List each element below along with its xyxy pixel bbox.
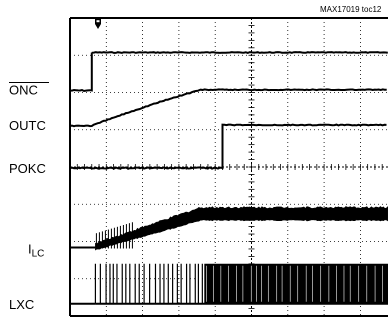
trigger-marker-icon xyxy=(95,19,101,29)
channel-label-pokc: POKC xyxy=(9,161,46,176)
scope-traces xyxy=(69,51,388,305)
trace-ilc-ripple xyxy=(95,206,388,251)
channel-labels: ONC OUTC POKC ILC LXC xyxy=(9,82,49,312)
channel-label-ilc: ILC xyxy=(28,242,44,260)
channel-label-onc: ONC xyxy=(9,83,38,98)
trace-onc xyxy=(69,51,388,93)
figure-id: MAX17019 toc12 xyxy=(320,5,382,14)
trace-pokc xyxy=(69,123,387,170)
trace-outc xyxy=(69,88,387,128)
channel-label-outc: OUTC xyxy=(9,118,46,133)
channel-label-lxc: LXC xyxy=(9,297,34,312)
trace-lxc-dense xyxy=(204,263,388,304)
